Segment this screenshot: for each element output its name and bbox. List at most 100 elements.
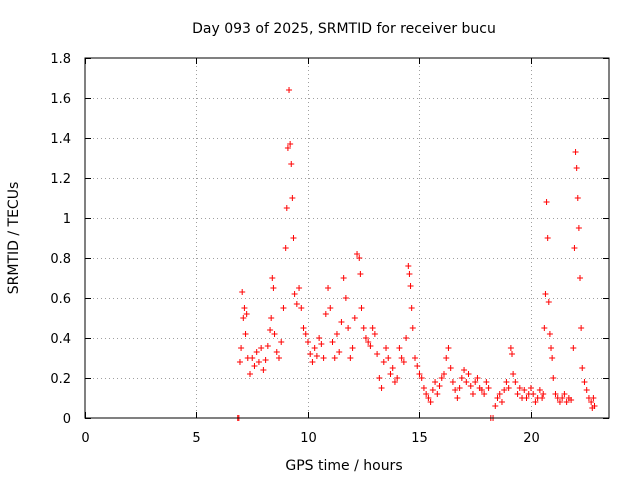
data-point — [278, 339, 285, 345]
data-point — [260, 367, 267, 373]
data-point — [532, 399, 539, 405]
data-point — [498, 399, 505, 405]
data-point — [577, 275, 584, 281]
data-point — [418, 375, 425, 381]
data-point — [429, 387, 436, 393]
data-point — [440, 371, 447, 377]
y-tick-label: 1.6 — [50, 92, 71, 107]
data-point — [408, 305, 415, 311]
data-point — [286, 87, 293, 93]
data-point — [542, 291, 549, 297]
data-point — [304, 339, 311, 345]
data-point — [583, 387, 590, 393]
data-point — [454, 395, 461, 401]
x-tick-label: 15 — [411, 431, 428, 446]
data-point — [320, 355, 327, 361]
data-point — [291, 291, 298, 297]
data-point — [540, 391, 547, 397]
data-point — [588, 399, 595, 405]
y-axis-label: SRMTID / TECUs — [6, 182, 22, 295]
data-point — [313, 353, 320, 359]
data-point — [283, 205, 290, 211]
data-point — [469, 391, 476, 397]
data-point — [496, 391, 503, 397]
x-axis-label: GPS time / hours — [285, 458, 402, 474]
data-point — [443, 355, 450, 361]
data-point — [505, 385, 512, 391]
y-tick-label: 0.8 — [50, 252, 71, 267]
data-point — [578, 325, 585, 331]
data-point — [318, 341, 325, 347]
data-point — [481, 391, 488, 397]
y-tick-label: 0.2 — [50, 372, 71, 387]
data-point — [467, 383, 474, 389]
data-point — [311, 345, 318, 351]
data-point — [329, 339, 336, 345]
data-point — [267, 327, 274, 333]
data-point — [465, 371, 472, 377]
data-point — [238, 345, 245, 351]
data-point — [561, 391, 568, 397]
data-point — [243, 311, 250, 317]
data-point — [436, 383, 443, 389]
data-point — [573, 165, 580, 171]
data-point — [545, 299, 552, 305]
data-point — [409, 325, 416, 331]
data-point — [548, 345, 555, 351]
data-point — [282, 245, 289, 251]
data-point — [546, 331, 553, 337]
data-point — [447, 365, 454, 371]
y-tick-label: 0.4 — [50, 332, 71, 347]
data-point — [568, 397, 575, 403]
data-point — [262, 357, 269, 363]
data-point — [579, 365, 586, 371]
data-point — [270, 285, 277, 291]
data-point — [374, 351, 381, 357]
data-point — [331, 355, 338, 361]
data-point — [280, 305, 287, 311]
data-point — [434, 391, 441, 397]
data-point — [340, 275, 347, 281]
chart-title: Day 093 of 2025, SRMTID for receiver buc… — [192, 21, 496, 37]
data-point — [327, 305, 334, 311]
data-point — [271, 331, 278, 337]
data-point — [463, 379, 470, 385]
data-point — [360, 325, 367, 331]
data-point — [293, 301, 300, 307]
data-point — [333, 331, 340, 337]
data-point — [322, 311, 329, 317]
data-point — [423, 391, 430, 397]
data-point — [559, 395, 566, 401]
data-point — [485, 385, 492, 391]
data-point — [591, 403, 598, 409]
y-axis-tick-labels: 0 0.2 0.4 0.6 0.8 1 1.2 1.4 1.6 1.8 — [50, 52, 71, 427]
data-point — [391, 379, 398, 385]
y-tick-label: 1.4 — [50, 132, 71, 147]
data-point — [236, 359, 243, 365]
data-point — [406, 271, 413, 277]
data-point — [590, 395, 597, 401]
data-point — [309, 359, 316, 365]
data-point — [530, 391, 537, 397]
data-point — [512, 379, 519, 385]
data-point — [258, 345, 265, 351]
x-axis-tick-labels: 0 5 10 15 20 — [81, 431, 539, 446]
data-point — [338, 319, 345, 325]
data-point — [371, 331, 378, 337]
data-point — [425, 395, 432, 401]
data-point — [474, 375, 481, 381]
data-point — [509, 351, 516, 357]
data-point — [400, 359, 407, 365]
data-point — [501, 387, 508, 393]
data-point — [514, 391, 521, 397]
data-point — [458, 375, 465, 381]
x-tick-label: 20 — [523, 431, 540, 446]
data-point — [521, 387, 528, 393]
data-point — [253, 349, 260, 355]
data-point — [438, 375, 445, 381]
data-point — [288, 161, 295, 167]
y-tick-label: 0 — [63, 412, 71, 427]
data-point — [387, 371, 394, 377]
data-point — [255, 359, 262, 365]
